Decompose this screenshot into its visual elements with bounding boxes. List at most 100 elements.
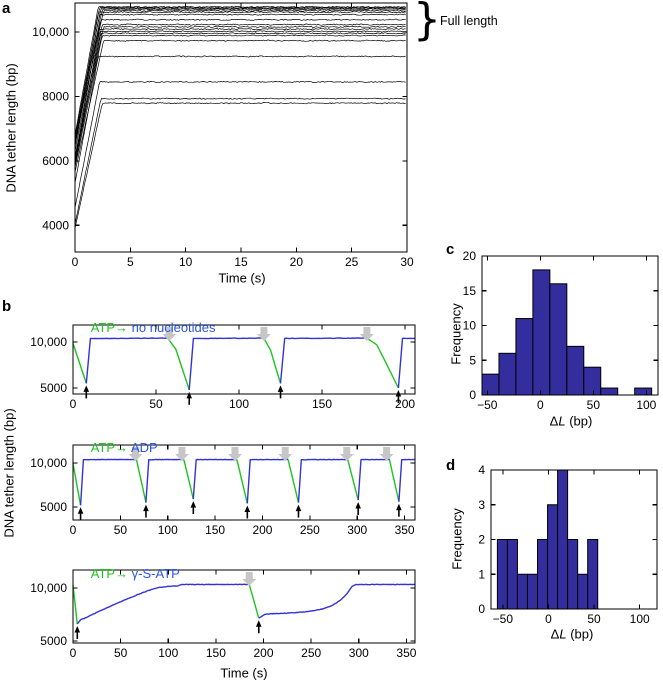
svg-text:200: 200 (254, 646, 274, 660)
panel-b1-title: ATP→ no nucleotides (77, 305, 216, 350)
histogram-bar (496, 539, 508, 610)
histogram-bar (577, 573, 589, 610)
svg-text:4000: 4000 (42, 218, 69, 232)
svg-text:4: 4 (478, 463, 485, 477)
svg-text:6000: 6000 (42, 154, 69, 168)
panel-c-label: c (446, 241, 455, 258)
panel-a-plot: 0 5 10 15 20 25 30 4000 6000 8000 10,000 (32, 2, 414, 269)
panel-a-label: a (2, 0, 11, 17)
svg-text:250: 250 (300, 523, 320, 537)
panel-b1-plot: 0 50 100 150 200 5000 10,000 (30, 324, 416, 411)
histogram-bar (549, 283, 568, 396)
event-marker-arrow (143, 504, 149, 512)
length-variable: L (558, 413, 566, 429)
buffer-exchange-arrow (174, 447, 189, 461)
unit-text: (bp) (565, 413, 593, 429)
buffer-exchange-arrow (339, 447, 354, 461)
svg-text:50: 50 (587, 612, 601, 626)
panel-b-label: b (2, 298, 12, 315)
svg-text:150: 150 (312, 397, 332, 411)
svg-text:−50: −50 (493, 612, 514, 626)
svg-text:350: 350 (396, 646, 416, 660)
panel-d-label: d (446, 457, 456, 474)
event-marker-arrow (396, 503, 402, 511)
histogram-bar (587, 539, 599, 610)
svg-text:250: 250 (301, 646, 321, 660)
svg-text:10,000: 10,000 (30, 581, 67, 595)
svg-text:5: 5 (469, 353, 476, 367)
svg-text:20: 20 (290, 255, 304, 269)
histogram-bar (506, 539, 518, 610)
svg-text:3: 3 (478, 498, 485, 512)
svg-text:1: 1 (478, 567, 485, 581)
histogram-bar (600, 387, 619, 396)
event-marker-arrow (277, 385, 284, 392)
svg-text:0: 0 (537, 398, 544, 412)
svg-text:15: 15 (234, 255, 248, 269)
svg-text:10,000: 10,000 (30, 456, 67, 470)
svg-text:100: 100 (636, 398, 656, 412)
histogram-bar (583, 366, 602, 396)
panel-b1-title-condition: no nucleotides (128, 320, 216, 335)
panel-c-xlabel: ΔL (bp) (550, 414, 593, 429)
svg-text:10: 10 (463, 319, 477, 333)
svg-text:2: 2 (478, 533, 485, 547)
svg-text:5000: 5000 (40, 634, 67, 648)
svg-text:300: 300 (349, 646, 369, 660)
svg-text:50: 50 (149, 397, 163, 411)
svg-text:50: 50 (114, 646, 128, 660)
svg-text:10: 10 (179, 255, 193, 269)
panel-d-ylabel: Frequency (449, 508, 465, 570)
panel-c-ylabel: Frequency (448, 303, 464, 365)
histogram-bar (557, 469, 569, 610)
svg-text:8000: 8000 (42, 89, 69, 103)
svg-text:150: 150 (205, 523, 225, 537)
svg-text:100: 100 (229, 397, 249, 411)
event-marker-arrow (83, 385, 90, 392)
panel-b-xlabel: Time (s) (220, 665, 268, 681)
delta-symbol: Δ (550, 626, 560, 642)
event-marker-arrow (244, 505, 251, 512)
histogram-bar (498, 352, 517, 396)
full-length-label: Full length (440, 14, 498, 28)
panel-b1-title-atp: ATP→ (90, 320, 129, 335)
buffer-exchange-arrow (228, 447, 242, 461)
panel-b3-plot: 0 50 100 150 200 250 300 350 5000 10,000 (30, 569, 417, 660)
delta-symbol: Δ (549, 413, 559, 429)
svg-text:30: 30 (400, 255, 414, 269)
event-marker-arrow (255, 620, 262, 627)
panel-b3-title: ATP→ γ-S-ATP (77, 551, 180, 596)
event-marker-arrow (395, 390, 402, 397)
svg-text:5000: 5000 (40, 381, 67, 395)
panel-b-ylabel: DNA tether length (bp) (1, 408, 17, 538)
svg-text:200: 200 (252, 523, 272, 537)
panel-d-plot: −50 0 50 100 0 1 2 3 4 (478, 463, 658, 626)
svg-text:50: 50 (587, 398, 601, 412)
histogram-bar (567, 539, 579, 610)
panel-a-xlabel: Time (s) (218, 270, 266, 286)
svg-text:5: 5 (127, 255, 134, 269)
panel-a-ylabel: DNA tether length (bp) (3, 63, 19, 193)
svg-text:5000: 5000 (40, 500, 67, 514)
event-marker-arrow (355, 501, 361, 509)
buffer-exchange-arrow (379, 447, 394, 461)
panel-b2-title: ATP→ ADP (77, 425, 158, 470)
svg-text:150: 150 (206, 646, 226, 660)
svg-text:0: 0 (478, 602, 485, 616)
panel-b2-plot: 0 50 100 150 200 250 300 350 5000 10,000 (30, 444, 416, 537)
histogram-bar (526, 573, 539, 610)
svg-text:0: 0 (70, 523, 77, 537)
buffer-exchange-arrow (359, 327, 374, 341)
buffer-exchange-arrow (278, 447, 293, 461)
histogram-bar (547, 504, 559, 610)
svg-text:−50: −50 (477, 398, 498, 412)
panel-d-xlabel: ΔL (bp) (551, 627, 594, 642)
svg-text:100: 100 (630, 612, 650, 626)
histogram-bar (634, 387, 653, 396)
histogram-bar (515, 318, 534, 396)
svg-text:50: 50 (114, 523, 128, 537)
svg-text:200: 200 (395, 397, 415, 411)
buffer-exchange-arrow (162, 327, 177, 341)
histogram-bar (532, 269, 551, 396)
